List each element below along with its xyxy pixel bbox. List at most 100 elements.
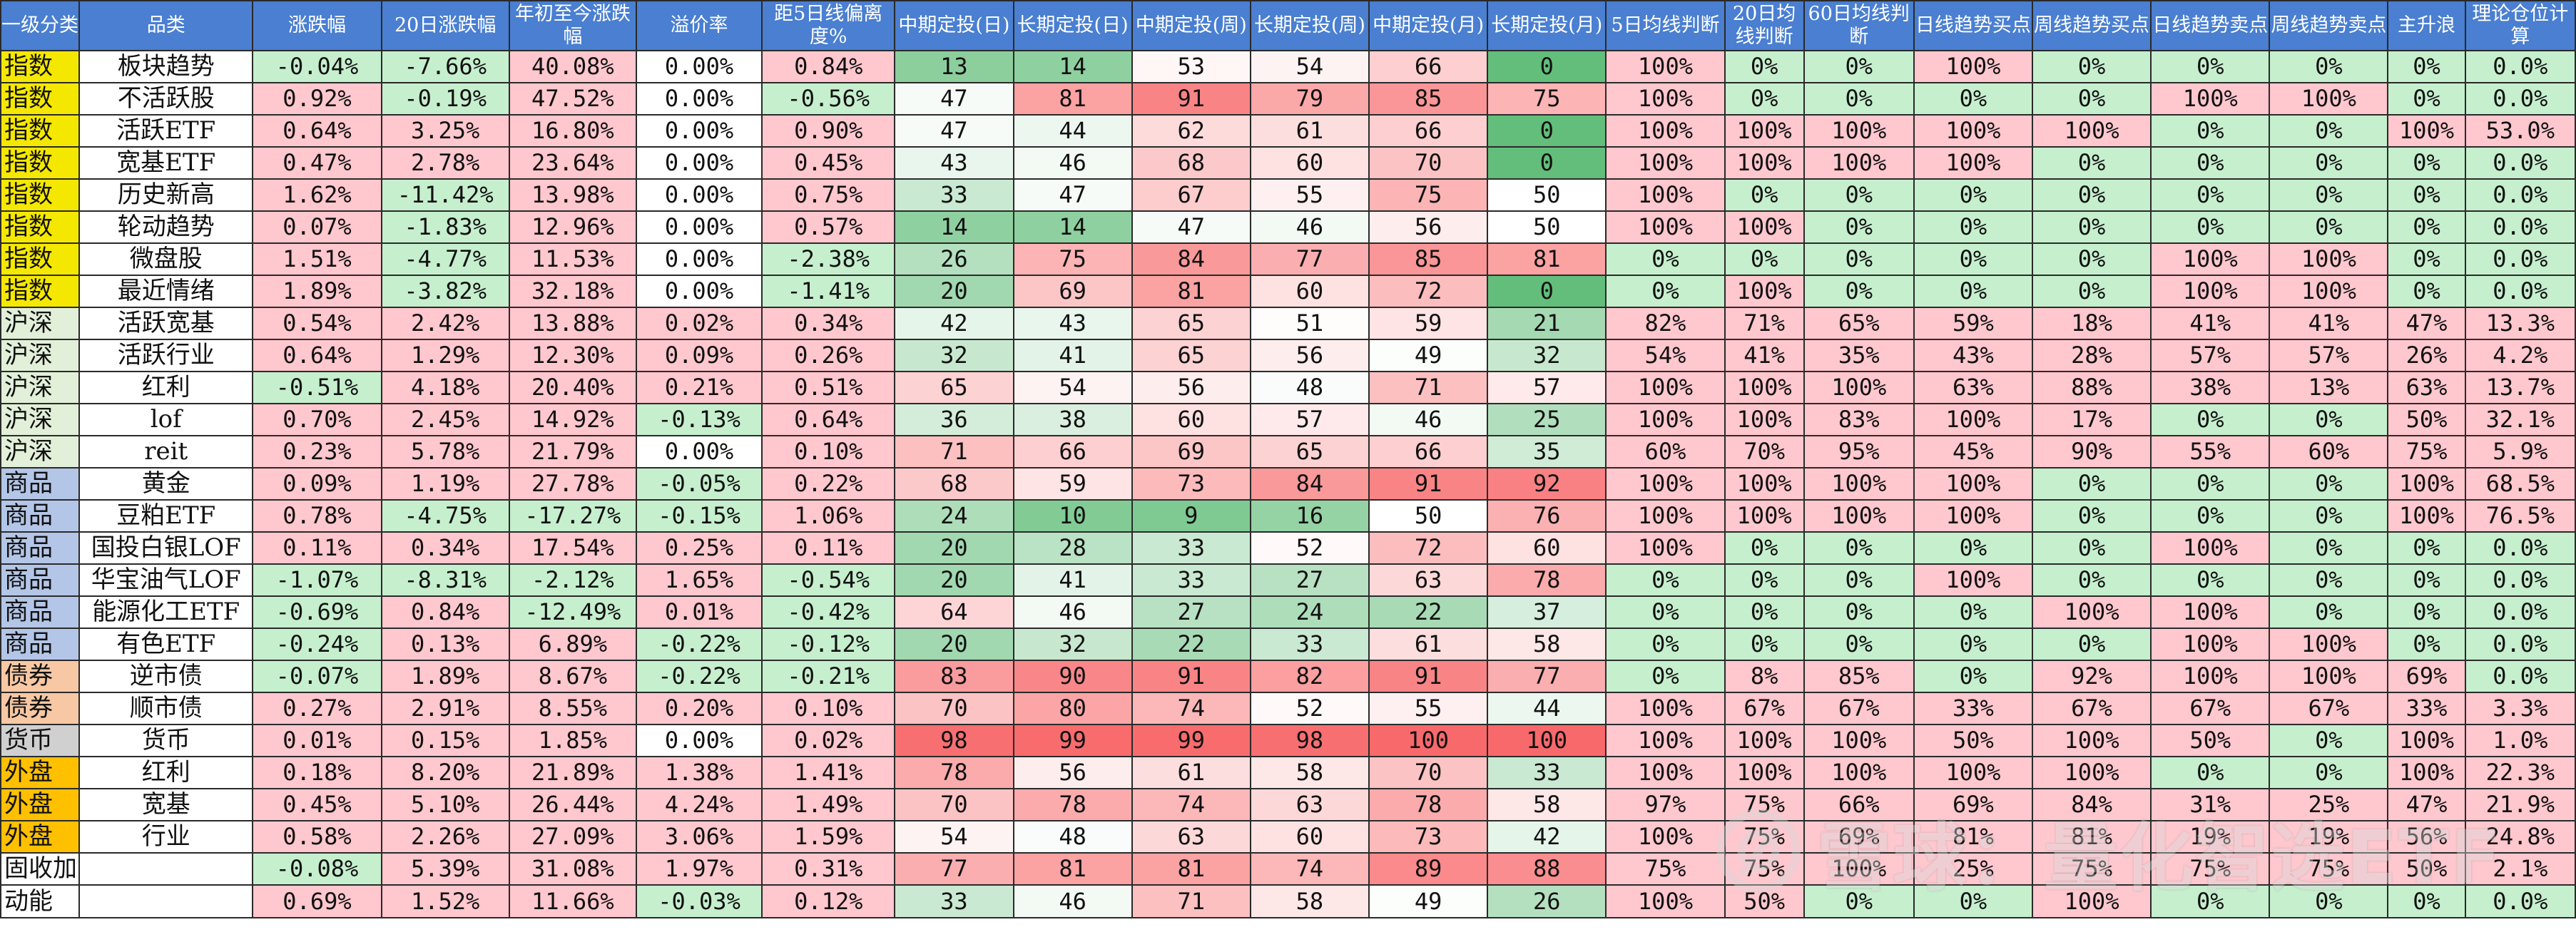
mid-invest-weekly-cell: 60 [1131, 403, 1251, 436]
mid-invest-weekly-cell: 99 [1131, 724, 1251, 757]
position-calc-cell: 21.9% [2464, 788, 2576, 821]
long-invest-weekly-cell: 48 [1249, 371, 1370, 404]
premium-rate-cell: -0.22% [635, 628, 763, 661]
change-20d-cell: 5.10% [380, 788, 510, 821]
long-invest-daily-cell: 46 [1012, 595, 1133, 629]
ma5-signal-cell: 100% [1605, 531, 1726, 565]
ma60-signal-cell: 0% [1803, 82, 1915, 116]
daily-buy-point-cell: 100% [1913, 563, 2033, 597]
ma5-deviation-cell: 0.90% [761, 114, 896, 148]
change-ytd-cell: 11.66% [508, 884, 637, 918]
category-cell: 沪深 [0, 435, 81, 468]
mid-invest-monthly-cell: 61 [1368, 628, 1489, 661]
ma5-signal-cell: 100% [1605, 403, 1726, 436]
ma60-signal-cell: 0% [1803, 178, 1915, 212]
ma60-signal-cell: 0% [1803, 210, 1915, 244]
long-invest-weekly-cell: 61 [1249, 114, 1370, 148]
mid-invest-daily-cell: 54 [894, 820, 1014, 854]
long-invest-weekly-cell: 57 [1249, 403, 1370, 436]
change-20d-cell: 2.78% [380, 146, 510, 180]
header-row: 一级分类 品类 涨跌幅 20日涨跌幅 年初至今涨跌幅 溢价率 距5日线偏离度% 中期定投(日)… [0, 0, 2576, 51]
ma20-signal-cell: 100% [1724, 146, 1805, 180]
ma60-signal-cell: 69% [1803, 820, 1915, 854]
long-invest-monthly-cell: 75 [1487, 82, 1607, 116]
column-header: 长期定投(日) [1012, 0, 1133, 51]
ma20-signal-cell: 0% [1724, 50, 1805, 83]
change-ytd-cell: 1.85% [508, 724, 637, 757]
long-invest-monthly-cell: 35 [1487, 435, 1607, 468]
weekly-buy-point-cell: 0% [2031, 563, 2152, 597]
mid-invest-daily-cell: 32 [894, 339, 1014, 372]
table-row: 动能 0.69% 1.52% 11.66% -0.03% 0.12% 33 46 71 58 49 2… [0, 884, 2576, 918]
long-invest-monthly-cell: 0 [1487, 275, 1607, 308]
mid-invest-daily-cell: 20 [894, 275, 1014, 308]
position-calc-cell: 13.7% [2464, 371, 2576, 404]
weekly-buy-point-cell: 0% [2031, 82, 2152, 116]
ma5-signal-cell: 0% [1605, 628, 1726, 661]
category-cell: 动能 [0, 884, 81, 918]
premium-rate-cell: 3.06% [635, 820, 763, 854]
long-invest-monthly-cell: 0 [1487, 50, 1607, 83]
mid-invest-monthly-cell: 70 [1368, 756, 1489, 789]
product-name-cell: 货币 [78, 724, 254, 757]
ma20-signal-cell: 41% [1724, 339, 1805, 372]
long-invest-monthly-cell: 58 [1487, 628, 1607, 661]
change-20d-cell: -7.66% [380, 50, 510, 83]
change-20d-cell: 2.26% [380, 820, 510, 854]
position-calc-cell: 53.0% [2464, 114, 2576, 148]
main-wave-cell: 0% [2387, 563, 2466, 597]
ma20-signal-cell: 0% [1724, 178, 1805, 212]
mid-invest-daily-cell: 71 [894, 435, 1014, 468]
long-invest-monthly-cell: 25 [1487, 403, 1607, 436]
ma60-signal-cell: 0% [1803, 595, 1915, 629]
position-calc-cell: 0.0% [2464, 275, 2576, 308]
mid-invest-daily-cell: 33 [894, 178, 1014, 212]
long-invest-monthly-cell: 21 [1487, 307, 1607, 340]
etf-signal-table: 一级分类 品类 涨跌幅 20日涨跌幅 年初至今涨跌幅 溢价率 距5日线偏离度% 中期定投(日)… [0, 0, 2576, 918]
long-invest-daily-cell: 38 [1012, 403, 1133, 436]
mid-invest-weekly-cell: 84 [1131, 242, 1251, 276]
change-20d-cell: 0.84% [380, 595, 510, 629]
long-invest-daily-cell: 14 [1012, 50, 1133, 83]
change-cell: -0.04% [252, 50, 382, 83]
change-20d-cell: 2.91% [380, 692, 510, 725]
long-invest-monthly-cell: 44 [1487, 692, 1607, 725]
daily-buy-point-cell: 45% [1913, 435, 2033, 468]
category-cell: 指数 [0, 82, 81, 116]
change-cell: 1.89% [252, 275, 382, 308]
daily-buy-point-cell: 0% [1913, 595, 2033, 629]
mid-invest-weekly-cell: 61 [1131, 756, 1251, 789]
column-header: 主升浪 [2387, 0, 2466, 51]
change-ytd-cell: 13.88% [508, 307, 637, 340]
long-invest-monthly-cell: 88 [1487, 852, 1607, 886]
long-invest-monthly-cell: 81 [1487, 242, 1607, 276]
table-row: 商品 豆粕ETF 0.78% -4.75% -17.27% -0.15% 1.06% 24 10… [0, 499, 2576, 533]
main-wave-cell: 56% [2387, 820, 2466, 854]
long-invest-daily-cell: 59 [1012, 467, 1133, 501]
weekly-buy-point-cell: 81% [2031, 820, 2152, 854]
daily-sell-point-cell: 100% [2150, 275, 2271, 308]
position-calc-cell: 0.0% [2464, 178, 2576, 212]
ma20-signal-cell: 75% [1724, 852, 1805, 886]
product-name-cell: 活跃ETF [78, 114, 254, 148]
mid-invest-daily-cell: 70 [894, 788, 1014, 821]
ma5-deviation-cell: 1.06% [761, 499, 896, 533]
mid-invest-weekly-cell: 74 [1131, 788, 1251, 821]
mid-invest-daily-cell: 20 [894, 531, 1014, 565]
category-cell: 商品 [0, 531, 81, 565]
ma5-signal-cell: 100% [1605, 82, 1726, 116]
long-invest-daily-cell: 54 [1012, 371, 1133, 404]
column-header: 中期定投(周) [1131, 0, 1251, 51]
change-ytd-cell: 17.54% [508, 531, 637, 565]
mid-invest-weekly-cell: 91 [1131, 660, 1251, 693]
change-20d-cell: -1.83% [380, 210, 510, 244]
change-ytd-cell: 8.67% [508, 660, 637, 693]
daily-buy-point-cell: 0% [1913, 660, 2033, 693]
ma60-signal-cell: 85% [1803, 660, 1915, 693]
product-name-cell: 华宝油气LOF [78, 563, 254, 597]
long-invest-monthly-cell: 42 [1487, 820, 1607, 854]
daily-buy-point-cell: 0% [1913, 628, 2033, 661]
daily-buy-point-cell: 100% [1913, 114, 2033, 148]
mid-invest-monthly-cell: 91 [1368, 660, 1489, 693]
premium-rate-cell: 0.20% [635, 692, 763, 725]
